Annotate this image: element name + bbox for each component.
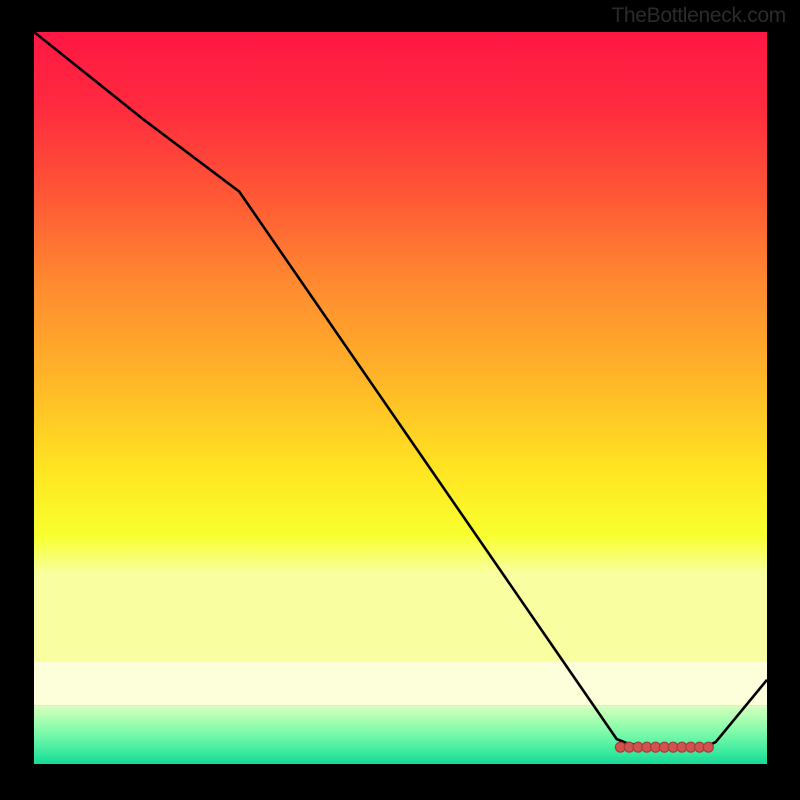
chart-line-layer xyxy=(34,32,767,764)
attribution-text: TheBottleneck.com xyxy=(611,4,786,28)
optimal-marker xyxy=(703,742,713,752)
optimal-range-markers xyxy=(615,742,713,752)
chart-plot-area xyxy=(34,32,767,764)
bottleneck-curve xyxy=(34,32,767,747)
